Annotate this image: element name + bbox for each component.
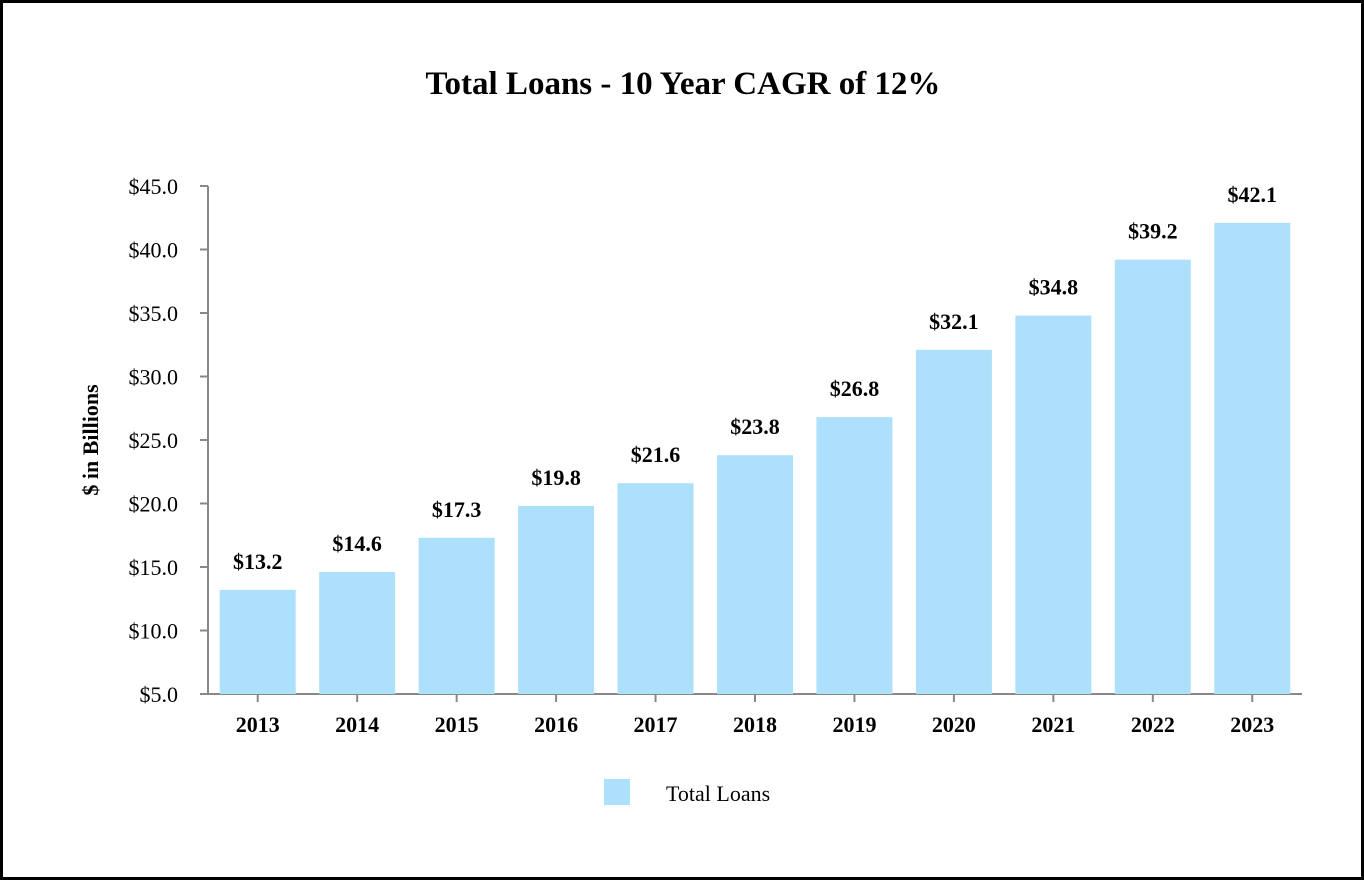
bar-2020 [915,349,992,694]
y-axis: $5.0 $10.0 $15.0 $20.0 $25.0 $30.0 $35.0 $40.0 $… [129,174,209,707]
x-tick-label-2020: 2020 [932,712,976,737]
y-tick-label: $20.0 [129,492,179,517]
bar-2014 [319,572,396,694]
bar-2021 [1015,315,1092,694]
y-tick-label: $35.0 [129,301,179,326]
x-tick-label-2017: 2017 [634,712,678,737]
y-tick-label: $45.0 [129,174,179,199]
x-tick-label-2021: 2021 [1031,712,1075,737]
bar-value-label-2020: $32.1 [929,309,979,334]
bar-value-label-2021: $34.8 [1029,275,1079,300]
x-tick-label-2023: 2023 [1230,712,1274,737]
bar-2018 [717,455,793,694]
bar-value-label-2017: $21.6 [631,442,681,467]
bar-2016 [518,506,595,694]
bar-value-label-2015: $17.3 [432,497,482,522]
y-axis-label: $ in Billions [78,384,103,496]
bar-value-label-2014: $14.6 [332,531,382,556]
bar-2013 [219,589,296,694]
x-tick-label-2018: 2018 [733,712,777,737]
bar-2023 [1214,222,1291,694]
bar-value-label-2018: $23.8 [730,414,780,439]
bar-2017 [617,483,694,694]
y-tick-label: $5.0 [140,682,179,707]
x-axis: 2013 2014 2015 2016 2017 2018 2019 2020 2021 2022… [208,693,1302,737]
y-tick-label: $10.0 [129,619,179,644]
legend-label-total-loans: Total Loans [666,781,770,806]
x-tick-label-2013: 2013 [236,712,280,737]
legend-swatch-total-loans [604,779,630,805]
bar-value-label-2023: $42.1 [1228,182,1278,207]
y-tick-label: $25.0 [129,428,179,453]
bars: $13.2 $14.6 $17.3 $19.8 $21.6 $23.8 $26.8 $32.1… [219,182,1291,694]
x-tick-label-2015: 2015 [435,712,479,737]
x-tick-label-2016: 2016 [534,712,578,737]
x-tick-label-2019: 2019 [832,712,876,737]
bar-value-label-2019: $26.8 [830,376,880,401]
bar-2015 [418,537,495,694]
bar-value-label-2022: $39.2 [1128,219,1178,244]
legend: Total Loans [604,779,770,806]
bar-chart: Total Loans - 10 Year CAGR of 12% $ in B… [78,66,1302,806]
x-tick-label-2022: 2022 [1131,712,1175,737]
bar-2019 [816,417,893,694]
bar-value-label-2016: $19.8 [531,465,581,490]
chart-title: Total Loans - 10 Year CAGR of 12% [426,66,941,102]
bar-2022 [1114,259,1191,694]
x-tick-label-2014: 2014 [335,712,379,737]
y-tick-label: $30.0 [129,365,179,390]
y-tick-label: $40.0 [129,238,179,263]
y-tick-label: $15.0 [129,555,179,580]
bar-value-label-2013: $13.2 [233,549,283,574]
